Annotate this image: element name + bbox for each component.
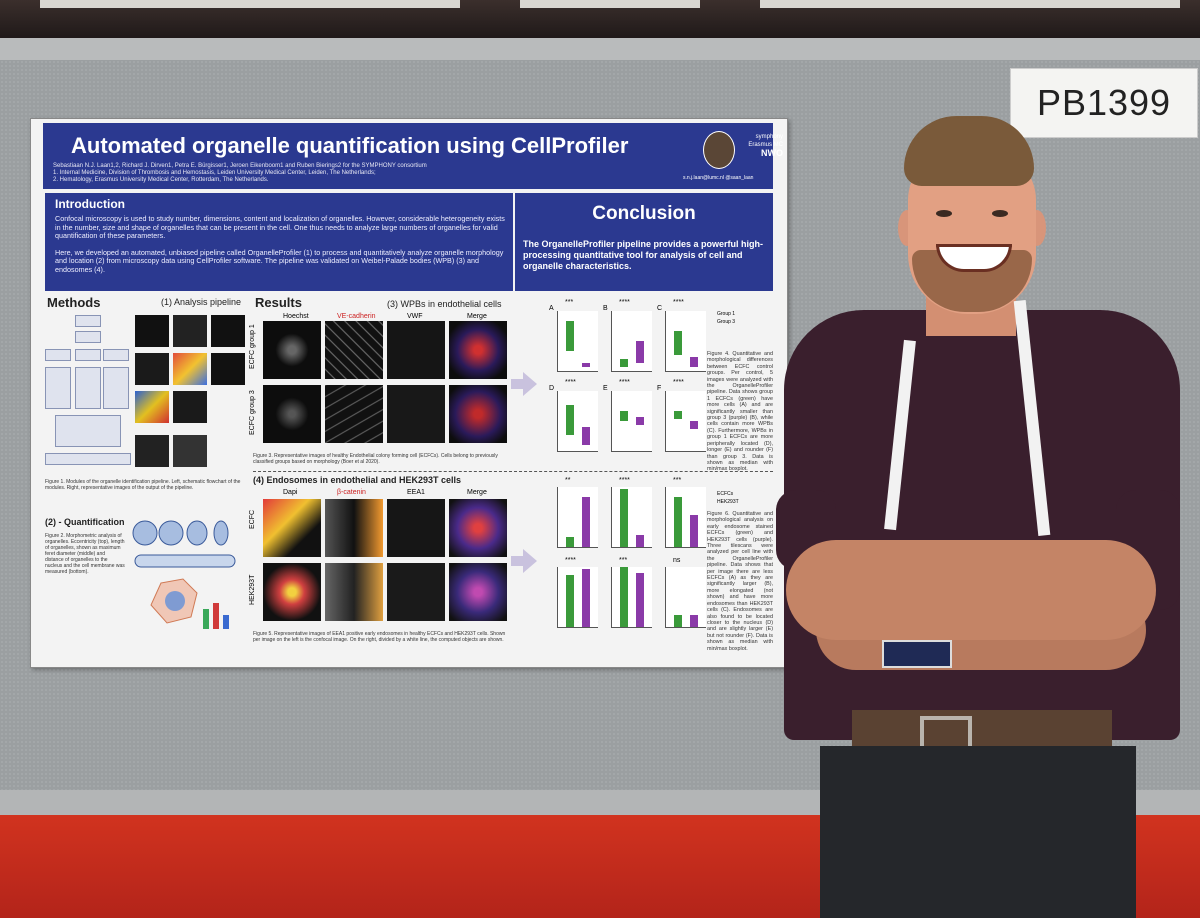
chart-wpb-number bbox=[665, 311, 706, 372]
channel-vecadherin: VE-cadherin bbox=[337, 313, 376, 320]
pipeline-output-thumbnails bbox=[135, 315, 247, 475]
pipeline-flowchart bbox=[45, 315, 131, 475]
crossed-arms bbox=[786, 540, 1156, 640]
chart-endo-cell-count bbox=[557, 487, 598, 548]
micro-image bbox=[387, 321, 445, 379]
micro-image bbox=[325, 563, 383, 621]
wpb-heading: (3) WPBs in endothelial cells bbox=[387, 299, 502, 309]
legend-group3: Group 3 bbox=[717, 319, 736, 325]
channel-merge: Merge bbox=[467, 313, 487, 320]
micro-image bbox=[449, 499, 507, 557]
figure2-caption: Figure 2. Morphometric analysis of organ… bbox=[45, 533, 125, 575]
endosome-image-grid bbox=[263, 499, 507, 629]
row-ecfc-group3: ECFC group 3 bbox=[249, 390, 256, 435]
chart-endo-length bbox=[611, 567, 652, 628]
contact-info: s.n.j.laan@lumc.nl @saan_laan bbox=[683, 175, 754, 181]
figure1-caption: Figure 1. Modules of the organelle ident… bbox=[45, 479, 241, 491]
belt bbox=[852, 710, 1112, 750]
micro-image bbox=[449, 563, 507, 621]
micro-image bbox=[263, 321, 321, 379]
booth-number-sign: PB1399 bbox=[1010, 68, 1198, 138]
micro-image bbox=[325, 499, 383, 557]
chart-endo-number bbox=[665, 487, 706, 548]
micro-image bbox=[263, 563, 321, 621]
figure5-caption: Figure 5. Representative images of EEA1 … bbox=[253, 631, 506, 643]
poster-title: Automated organelle quantification using… bbox=[71, 133, 629, 158]
conclusion-box: Conclusion The OrganelleProfiler pipelin… bbox=[515, 193, 773, 291]
name-badge bbox=[882, 640, 952, 668]
endosome-charts: ** **** *** **** *** ns bbox=[543, 477, 706, 643]
pants bbox=[820, 746, 1136, 918]
introduction-heading: Introduction bbox=[55, 197, 125, 211]
presenter bbox=[776, 110, 1200, 918]
channel-betacatenin: β-catenin bbox=[337, 489, 366, 496]
results-heading: Results bbox=[255, 295, 302, 310]
figure4-caption: Figure 4. Quantitative and morphological… bbox=[707, 351, 773, 473]
endosomes-heading: (4) Endosomes in endothelial and HEK293T… bbox=[253, 475, 462, 485]
arrow-shape bbox=[511, 556, 525, 566]
chart-endo-cell-area bbox=[611, 487, 652, 548]
channel-dapi: Dapi bbox=[283, 489, 298, 496]
chart-endo-eccentricity bbox=[665, 567, 706, 628]
row-hek293t: HEK293T bbox=[249, 574, 256, 605]
research-poster: Automated organelle quantification using… bbox=[30, 118, 788, 668]
legend-group1: Group 1 bbox=[717, 311, 736, 317]
micro-image bbox=[325, 385, 383, 443]
methods-heading: Methods bbox=[47, 295, 101, 310]
sponsor-logos: symphony Erasmus MC NWO bbox=[748, 134, 783, 158]
analysis-pipeline-heading: (1) Analysis pipeline bbox=[161, 297, 242, 307]
channel-merge-2: Merge bbox=[467, 489, 487, 496]
channel-vwf: VWF bbox=[407, 313, 423, 320]
micro-image bbox=[387, 385, 445, 443]
poster-authors: Sebastiaan N.J. Laan1,2, Richard J. Dirv… bbox=[53, 163, 427, 183]
chart-endo-distance bbox=[557, 567, 598, 628]
arrow-shape bbox=[511, 379, 525, 389]
row-ecfc: ECFC bbox=[249, 509, 256, 529]
hair bbox=[904, 116, 1034, 186]
micro-image bbox=[387, 499, 445, 557]
poster-header: Automated organelle quantification using… bbox=[43, 123, 783, 189]
chart-wpb-distance bbox=[557, 391, 598, 452]
channel-hoechst: Hoechst bbox=[283, 313, 309, 320]
conclusion-text: The OrganelleProfiler pipeline provides … bbox=[523, 239, 764, 271]
introduction-box: Introduction Confocal microscopy is used… bbox=[45, 193, 513, 291]
wpb-charts: A B C *** **** **** D E F **** **** ** bbox=[543, 299, 706, 465]
micro-image bbox=[387, 563, 445, 621]
micro-image bbox=[263, 385, 321, 443]
micro-image bbox=[449, 385, 507, 443]
figure3-caption: Figure 3. Representative images of healt… bbox=[253, 453, 498, 465]
micro-image bbox=[325, 321, 383, 379]
introduction-text: Confocal microscopy is used to study num… bbox=[55, 214, 505, 274]
arrow-icon bbox=[523, 372, 537, 396]
chart-cell-area bbox=[611, 311, 652, 372]
section-divider bbox=[253, 471, 773, 472]
ceiling bbox=[0, 0, 1200, 40]
micro-image bbox=[263, 499, 321, 557]
chart-wpb-eccentricity bbox=[665, 391, 706, 452]
conclusion-heading: Conclusion bbox=[592, 203, 696, 224]
figure6-caption: Figure 6. Quantitative and morphological… bbox=[707, 511, 773, 652]
channel-eea1: EEA1 bbox=[407, 489, 425, 496]
chart-wpb-length bbox=[611, 391, 652, 452]
legend-ecfcs: ECFCs bbox=[717, 491, 734, 497]
quantification-heading: (2) - Quantification bbox=[45, 517, 125, 527]
row-ecfc-group1: ECFC group 1 bbox=[249, 324, 256, 369]
author-photo bbox=[703, 131, 735, 169]
arrow-icon bbox=[523, 549, 537, 573]
wpb-image-grid bbox=[263, 319, 507, 443]
micro-image bbox=[449, 321, 507, 379]
morphometric-diagram bbox=[132, 520, 236, 629]
chart-cell-count bbox=[557, 311, 598, 372]
legend-hek293t: HEK293T bbox=[717, 499, 739, 505]
